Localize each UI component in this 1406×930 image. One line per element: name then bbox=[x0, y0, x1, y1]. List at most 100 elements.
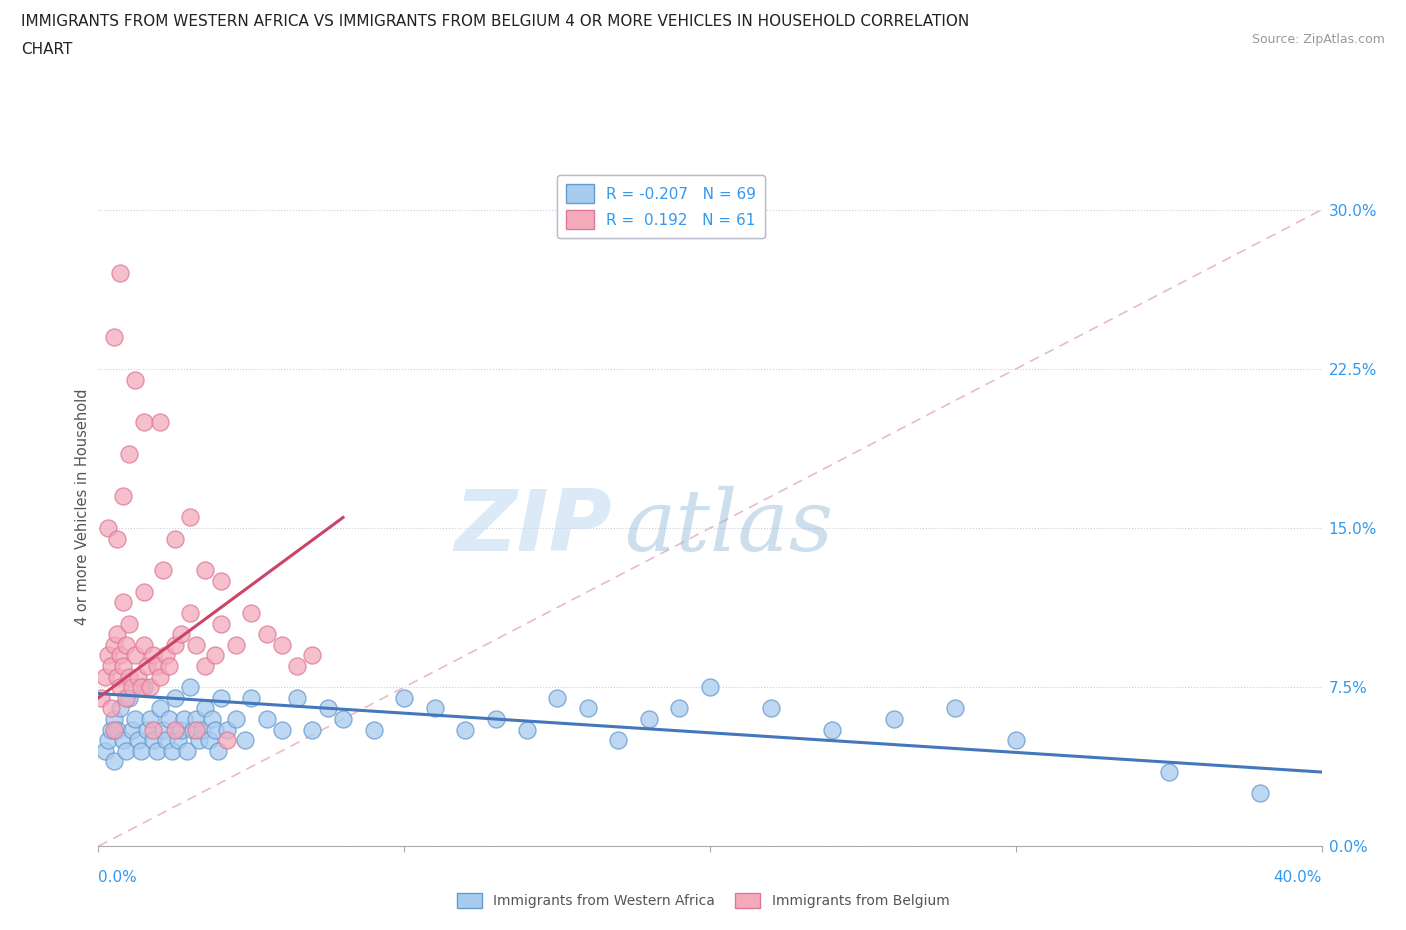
Point bbox=[105, 670, 128, 684]
Point bbox=[108, 680, 131, 695]
Point bbox=[607, 733, 630, 748]
Point bbox=[136, 723, 159, 737]
Point bbox=[97, 648, 120, 663]
Point bbox=[108, 701, 131, 716]
Point bbox=[124, 711, 146, 726]
Point bbox=[115, 690, 138, 705]
Point bbox=[285, 658, 308, 673]
Text: IMMIGRANTS FROM WESTERN AFRICA VS IMMIGRANTS FROM BELGIUM 4 OR MORE VEHICLES IN : IMMIGRANTS FROM WESTERN AFRICA VS IMMIGR… bbox=[21, 14, 969, 29]
Point bbox=[134, 584, 156, 599]
Point bbox=[454, 723, 477, 737]
Point bbox=[215, 733, 238, 748]
Point bbox=[546, 690, 568, 705]
Point bbox=[115, 743, 138, 758]
Point bbox=[204, 648, 226, 663]
Point bbox=[209, 574, 232, 589]
Point bbox=[105, 723, 128, 737]
Text: CHART: CHART bbox=[21, 42, 73, 57]
Point bbox=[111, 489, 134, 504]
Point bbox=[207, 743, 229, 758]
Point bbox=[111, 658, 134, 673]
Point bbox=[111, 733, 134, 748]
Point bbox=[668, 701, 690, 716]
Point bbox=[270, 723, 294, 737]
Point bbox=[943, 701, 966, 716]
Point bbox=[181, 723, 204, 737]
Point bbox=[209, 690, 232, 705]
Point bbox=[821, 723, 844, 737]
Point bbox=[152, 723, 174, 737]
Point bbox=[176, 743, 198, 758]
Point bbox=[209, 616, 232, 631]
Point bbox=[186, 637, 208, 652]
Point bbox=[179, 680, 201, 695]
Point bbox=[160, 743, 183, 758]
Text: Source: ZipAtlas.com: Source: ZipAtlas.com bbox=[1251, 33, 1385, 46]
Point bbox=[163, 531, 186, 546]
Point bbox=[142, 733, 165, 748]
Point bbox=[155, 733, 177, 748]
Point bbox=[127, 733, 149, 748]
Point bbox=[149, 415, 172, 430]
Point bbox=[115, 637, 138, 652]
Point bbox=[155, 648, 177, 663]
Point bbox=[173, 711, 195, 726]
Text: 40.0%: 40.0% bbox=[1274, 870, 1322, 884]
Point bbox=[90, 690, 112, 705]
Point bbox=[883, 711, 905, 726]
Point bbox=[118, 690, 141, 705]
Point bbox=[170, 723, 193, 737]
Point bbox=[105, 627, 128, 642]
Point bbox=[179, 605, 201, 620]
Legend: R = -0.207   N = 69, R =  0.192   N = 61: R = -0.207 N = 69, R = 0.192 N = 61 bbox=[557, 175, 765, 238]
Point bbox=[485, 711, 508, 726]
Legend: Immigrants from Western Africa, Immigrants from Belgium: Immigrants from Western Africa, Immigran… bbox=[451, 887, 955, 914]
Point bbox=[270, 637, 294, 652]
Point bbox=[1157, 764, 1180, 779]
Point bbox=[215, 723, 238, 737]
Point bbox=[157, 711, 180, 726]
Text: ZIP: ZIP bbox=[454, 485, 612, 569]
Point bbox=[200, 711, 222, 726]
Point bbox=[637, 711, 661, 726]
Point bbox=[516, 723, 538, 737]
Point bbox=[163, 723, 186, 737]
Point bbox=[139, 711, 162, 726]
Point bbox=[152, 563, 174, 578]
Point bbox=[186, 711, 208, 726]
Point bbox=[576, 701, 599, 716]
Point bbox=[145, 658, 167, 673]
Point bbox=[194, 701, 217, 716]
Point bbox=[1004, 733, 1026, 748]
Point bbox=[97, 733, 120, 748]
Point bbox=[256, 711, 278, 726]
Point bbox=[423, 701, 446, 716]
Point bbox=[103, 637, 125, 652]
Point bbox=[134, 680, 156, 695]
Point bbox=[194, 658, 217, 673]
Point bbox=[363, 723, 385, 737]
Point bbox=[392, 690, 416, 705]
Point bbox=[170, 627, 193, 642]
Point bbox=[124, 648, 146, 663]
Point bbox=[103, 723, 125, 737]
Point bbox=[100, 658, 122, 673]
Point bbox=[163, 637, 186, 652]
Point bbox=[103, 754, 125, 769]
Point bbox=[699, 680, 721, 695]
Point bbox=[1250, 786, 1272, 801]
Point bbox=[121, 723, 143, 737]
Point bbox=[108, 648, 131, 663]
Point bbox=[316, 701, 339, 716]
Point bbox=[332, 711, 354, 726]
Point bbox=[233, 733, 256, 748]
Point bbox=[301, 723, 323, 737]
Point bbox=[93, 670, 115, 684]
Point bbox=[240, 690, 263, 705]
Point bbox=[197, 733, 219, 748]
Point bbox=[108, 266, 131, 281]
Point bbox=[142, 648, 165, 663]
Point bbox=[204, 723, 226, 737]
Point bbox=[97, 521, 120, 536]
Text: 0.0%: 0.0% bbox=[98, 870, 138, 884]
